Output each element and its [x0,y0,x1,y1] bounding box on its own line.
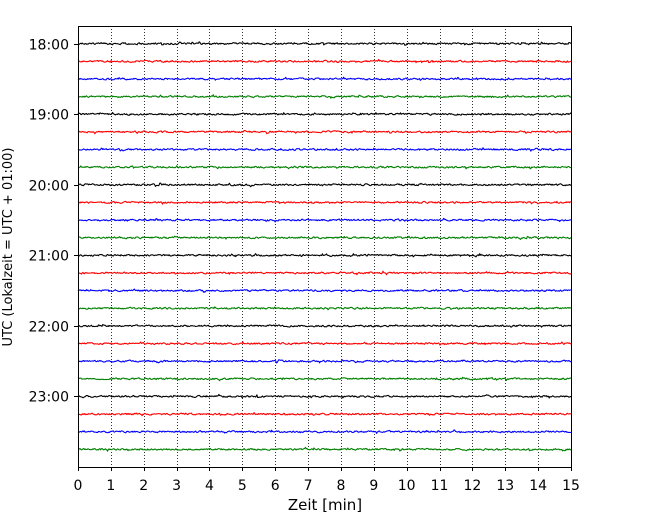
x-tick-label-15: 15 [562,478,580,494]
x-tick-label-10: 10 [398,478,416,494]
trace-2200 [77,324,572,328]
x-tick-label-3: 3 [172,478,181,494]
y-tick-label-1: 19:00 [29,108,69,124]
trace-2045 [77,235,572,241]
x-tick-label-2: 2 [139,478,148,494]
x-tick-label-5: 5 [238,478,247,494]
trace-2145 [77,306,572,311]
x-tick-label-8: 8 [336,478,345,494]
trace-2345 [77,446,572,452]
trace-2230 [77,359,572,364]
x-tick-label-0: 0 [74,478,83,494]
trace-group [77,41,572,452]
y-axis-label: UTC (Lokalzeit = UTC + 01:00) [1,148,16,347]
trace-2300 [77,393,572,399]
y-tick-label-0: 18:00 [29,38,69,54]
x-tick-label-1: 1 [106,478,115,494]
x-tick-label-14: 14 [529,478,547,494]
trace-2030 [77,217,572,223]
x-axis-ticks: 0 1 2 3 4 5 6 7 8 9 10 11 12 13 14 15 [74,467,580,494]
trace-1900 [77,111,572,116]
x-tick-label-7: 7 [304,478,313,494]
x-tick-label-11: 11 [431,478,449,494]
y-tick-label-5: 23:00 [29,390,69,406]
trace-1830 [77,76,572,81]
trace-1845 [77,94,572,99]
trace-2000 [77,182,572,188]
trace-1930 [77,147,572,152]
x-tick-label-13: 13 [496,478,514,494]
trace-2215 [77,341,572,346]
x-axis-label: Zeit [min] [288,496,362,514]
y-tick-label-3: 21:00 [29,249,69,265]
trace-2130 [77,288,572,293]
trace-2315 [77,412,572,417]
trace-1945 [77,165,572,170]
plot-frame [78,26,572,468]
x-tick-label-9: 9 [369,478,378,494]
y-tick-label-2: 20:00 [29,179,69,195]
trace-2115 [77,270,572,276]
x-tick-label-6: 6 [271,478,280,494]
trace-1915 [77,129,572,135]
trace-1815 [77,58,572,64]
x-tick-label-12: 12 [463,478,481,494]
trace-2245 [77,376,572,382]
y-tick-label-4: 22:00 [29,320,69,336]
y-axis-ticks: 18:00 19:00 20:00 21:00 22:00 23:00 [29,38,78,406]
trace-2100 [77,253,572,258]
trace-2015 [77,200,572,205]
x-tick-label-4: 4 [205,478,214,494]
trace-2330 [77,429,572,434]
trace-1800 [77,41,572,46]
